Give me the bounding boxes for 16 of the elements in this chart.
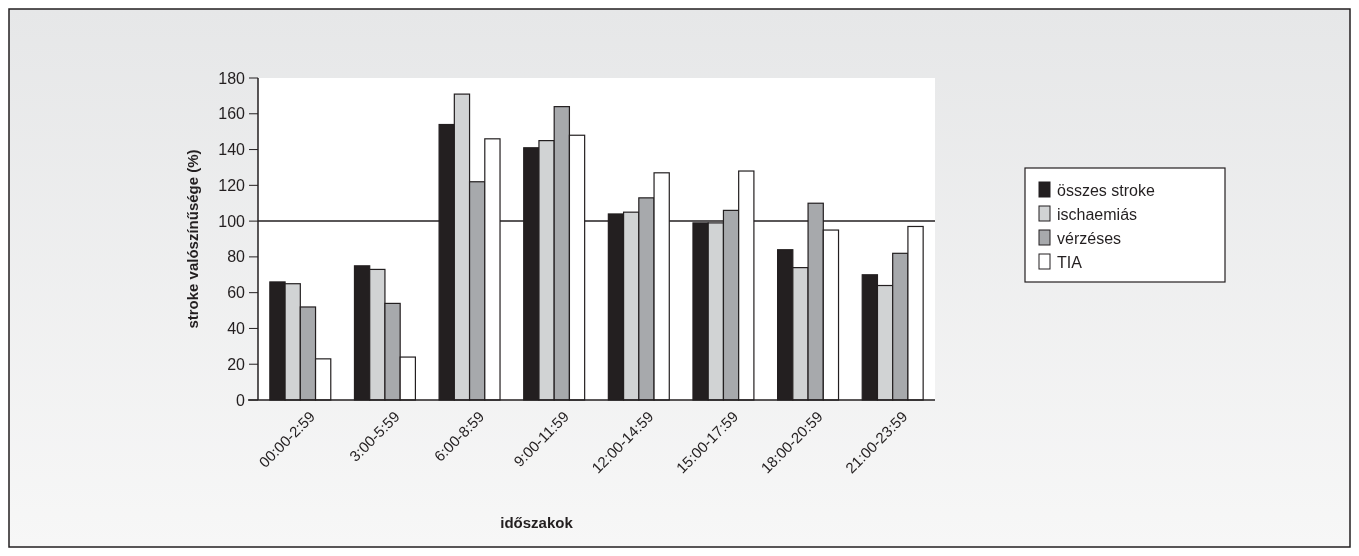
legend-label: TIA	[1057, 253, 1083, 271]
legend-label: ischaemiás	[1057, 205, 1138, 223]
y-tick-label: 0	[236, 391, 246, 409]
y-tick-label: 180	[218, 69, 246, 87]
y-tick-label: 140	[218, 141, 246, 159]
y-tick-label: 160	[218, 105, 246, 123]
legend-label: vérzéses	[1057, 229, 1122, 247]
y-tick-label: 60	[227, 284, 246, 302]
y-tick-label: 120	[218, 176, 246, 194]
legend-label: összes stroke	[1057, 181, 1155, 199]
y-axis-title: stroke valószínűsége (%)	[184, 149, 201, 329]
y-tick-label: 40	[227, 320, 246, 338]
y-tick-label: 20	[227, 355, 246, 373]
x-axis-title: időszakok	[500, 514, 574, 531]
y-tick-label: 100	[218, 212, 246, 230]
y-tick-label: 80	[227, 248, 246, 266]
